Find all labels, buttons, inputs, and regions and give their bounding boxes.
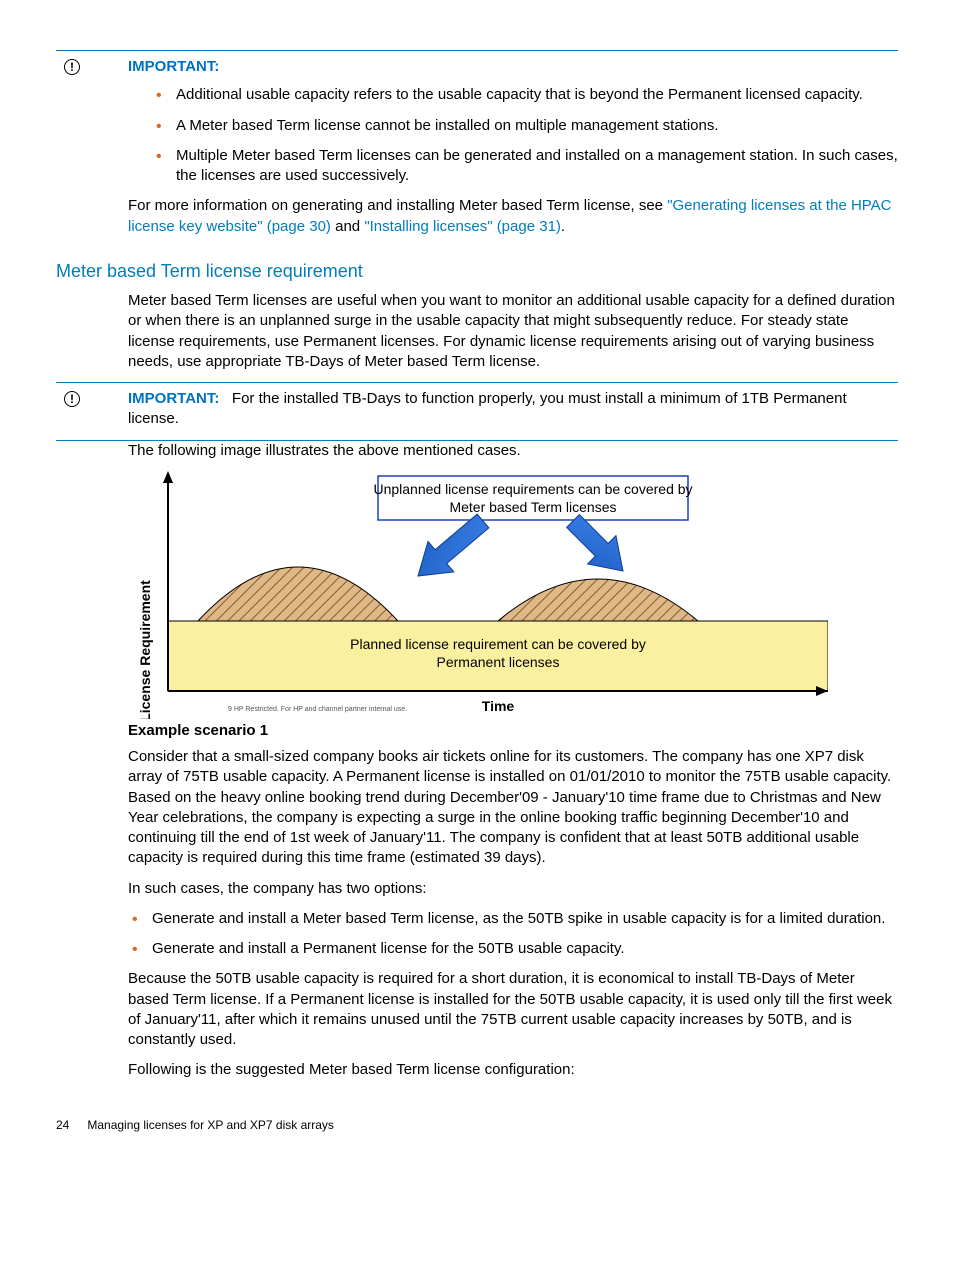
section-heading: Meter based Term license requirement	[56, 259, 898, 283]
text: and	[331, 218, 364, 235]
figure-license-requirement: License RequirementTimeUnplanned license…	[128, 471, 898, 711]
example-p3: Because the 50TB usable capacity is requ…	[128, 969, 898, 1050]
svg-text:Meter based Term licenses: Meter based Term licenses	[449, 499, 616, 515]
illustrate-text: The following image illustrates the abov…	[128, 441, 898, 461]
text: For more information on generating and i…	[128, 197, 667, 214]
list-item: Multiple Meter based Term licenses can b…	[156, 146, 898, 187]
important-label: IMPORTANT:	[128, 58, 219, 75]
list-item: A Meter based Term license cannot be ins…	[156, 116, 898, 136]
example-p4: Following is the suggested Meter based T…	[128, 1060, 898, 1080]
svg-text:License Requirement: License Requirement	[137, 580, 153, 719]
example-bullets: Generate and install a Meter based Term …	[132, 909, 898, 960]
svg-text:9 HP Restricted. For HP and: 9 HP Restricted. For HP and channel part…	[228, 706, 407, 713]
example-p1: Consider that a small-sized company book…	[128, 747, 898, 869]
page-footer: 24 Managing licenses for XP and XP7 disk…	[56, 1117, 898, 1133]
important-more-info: For more information on generating and i…	[128, 196, 898, 237]
important-text: For the installed TB-Days to function pr…	[128, 390, 847, 427]
important-block-2: ! IMPORTANT: For the installed TB-Days t…	[56, 389, 898, 434]
example-scenario: Example scenario 1 Consider that a small…	[56, 721, 898, 1081]
important-icon: !	[64, 391, 80, 407]
important-icon: !	[64, 59, 80, 75]
example-heading: Example scenario 1	[128, 721, 898, 741]
section-paragraph: Meter based Term licenses are useful whe…	[128, 291, 898, 372]
page-number: 24	[56, 1117, 84, 1133]
footer-title: Managing licenses for XP and XP7 disk ar…	[87, 1118, 334, 1132]
svg-text:Planned license requirement ca: Planned license requirement can be cover…	[350, 636, 646, 652]
important-block-1: ! IMPORTANT: Additional usable capacity …	[56, 57, 898, 247]
important-bullets: Additional usable capacity refers to the…	[156, 85, 898, 186]
important-label: IMPORTANT:	[128, 390, 219, 407]
figure-svg: License Requirement Time Unplanned license…	[128, 471, 828, 719]
example-p2: In such cases, the company has two optio…	[128, 879, 898, 899]
link-installing-licenses[interactable]: "Installing licenses" (page 31)	[364, 218, 561, 235]
svg-text:Permanent licenses: Permanent licenses	[437, 654, 560, 670]
svg-text:Time: Time	[482, 698, 515, 714]
divider	[56, 50, 898, 51]
svg-text:Unplanned license requirements: Unplanned license requirements can be co…	[373, 481, 692, 497]
text: .	[561, 218, 565, 235]
list-item: Generate and install a Permanent license…	[132, 939, 898, 959]
divider	[56, 382, 898, 383]
list-item: Generate and install a Meter based Term …	[132, 909, 898, 929]
list-item: Additional usable capacity refers to the…	[156, 85, 898, 105]
